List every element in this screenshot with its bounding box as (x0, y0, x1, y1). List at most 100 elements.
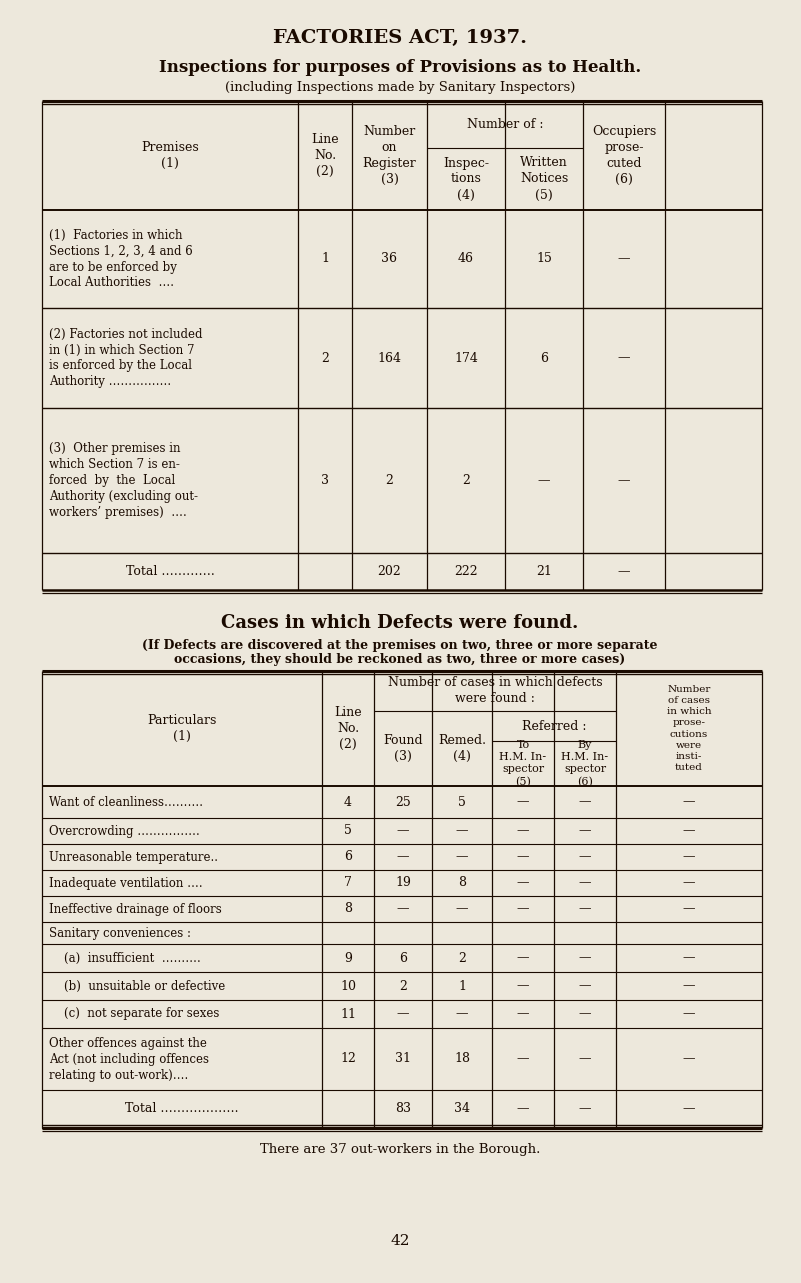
Text: 36: 36 (381, 253, 397, 266)
Text: (2) Factories not included
in (1) in which Section 7
is enforced by the Local
Au: (2) Factories not included in (1) in whi… (49, 327, 203, 389)
Text: 2: 2 (321, 352, 329, 364)
Text: Occupiers
prose-
cuted
(6): Occupiers prose- cuted (6) (592, 124, 656, 186)
Text: 1: 1 (458, 979, 466, 993)
Text: 21: 21 (536, 565, 552, 579)
Text: Inspections for purposes of Provisions as to Health.: Inspections for purposes of Provisions a… (159, 59, 641, 76)
Text: —: — (682, 979, 695, 993)
Text: —: — (618, 352, 630, 364)
Text: Remed.
(4): Remed. (4) (438, 734, 486, 763)
Text: 8: 8 (458, 876, 466, 889)
Text: Total ………….: Total …………. (126, 565, 215, 579)
Text: 9: 9 (344, 952, 352, 965)
Text: —: — (517, 851, 529, 863)
Text: (1)  Factories in which
Sections 1, 2, 3, 4 and 6
are to be enforced by
Local Au: (1) Factories in which Sections 1, 2, 3,… (49, 228, 193, 290)
Text: 83: 83 (395, 1102, 411, 1115)
Text: —: — (517, 979, 529, 993)
Text: 34: 34 (454, 1102, 470, 1115)
Text: Number of :: Number of : (467, 118, 543, 131)
Text: (a)  insufficient  ……….: (a) insufficient ………. (49, 952, 201, 965)
Text: —: — (682, 851, 695, 863)
Text: —: — (682, 1102, 695, 1115)
Text: —: — (396, 902, 409, 916)
Text: —: — (579, 979, 591, 993)
Text: (If Defects are discovered at the premises on two, three or more separate: (If Defects are discovered at the premis… (143, 639, 658, 652)
Text: —: — (517, 825, 529, 838)
Text: 3: 3 (321, 473, 329, 488)
Text: —: — (618, 473, 630, 488)
Text: 164: 164 (377, 352, 401, 364)
Text: Referred :: Referred : (521, 720, 586, 733)
Text: Number of cases in which defects
were found :: Number of cases in which defects were fo… (388, 676, 602, 706)
Text: 4: 4 (344, 795, 352, 808)
Text: 5: 5 (344, 825, 352, 838)
Text: 18: 18 (454, 1052, 470, 1065)
Text: —: — (579, 795, 591, 808)
Text: Overcrowding …………….: Overcrowding ……………. (49, 825, 199, 838)
Text: 2: 2 (462, 473, 470, 488)
Text: 10: 10 (340, 979, 356, 993)
Text: 2: 2 (399, 979, 407, 993)
Text: Line
No.
(2): Line No. (2) (334, 706, 362, 751)
Text: —: — (456, 851, 469, 863)
Text: Particulars
(1): Particulars (1) (147, 715, 217, 743)
Text: Ineffective drainage of floors: Ineffective drainage of floors (49, 902, 222, 916)
Text: FACTORIES ACT, 1937.: FACTORIES ACT, 1937. (273, 30, 527, 47)
Text: —: — (579, 1007, 591, 1020)
Text: —: — (517, 952, 529, 965)
Text: —: — (682, 795, 695, 808)
Text: Sanitary conveniences :: Sanitary conveniences : (49, 926, 191, 939)
Text: —: — (579, 952, 591, 965)
Text: Want of cleanliness……….: Want of cleanliness………. (49, 795, 203, 808)
Text: —: — (456, 1007, 469, 1020)
Text: Unreasonable temperature..: Unreasonable temperature.. (49, 851, 218, 863)
Text: 6: 6 (344, 851, 352, 863)
Text: (3)  Other premises in
which Section 7 is en-
forced  by  the  Local
Authority (: (3) Other premises in which Section 7 is… (49, 443, 198, 520)
Text: —: — (579, 876, 591, 889)
Text: (c)  not separate for sexes: (c) not separate for sexes (49, 1007, 219, 1020)
Text: —: — (396, 851, 409, 863)
Text: Inadequate ventilation ….: Inadequate ventilation …. (49, 876, 203, 889)
Text: —: — (579, 851, 591, 863)
Text: Number
of cases
in which
prose-
cutions
were
insti-
tuted: Number of cases in which prose- cutions … (666, 685, 711, 772)
Text: 1: 1 (321, 253, 329, 266)
Text: 25: 25 (395, 795, 411, 808)
Text: Total ……………….: Total ………………. (125, 1102, 239, 1115)
Text: 222: 222 (454, 565, 478, 579)
Text: 12: 12 (340, 1052, 356, 1065)
Text: —: — (579, 825, 591, 838)
Text: 7: 7 (344, 876, 352, 889)
Text: —: — (456, 825, 469, 838)
Text: —: — (682, 825, 695, 838)
Text: 6: 6 (540, 352, 548, 364)
Text: —: — (517, 902, 529, 916)
Text: There are 37 out-workers in the Borough.: There are 37 out-workers in the Borough. (260, 1143, 540, 1156)
Text: To
H.M. In-
spector
(5): To H.M. In- spector (5) (500, 740, 546, 788)
Text: Written
Notices
(5): Written Notices (5) (520, 157, 568, 201)
Text: 42: 42 (390, 1234, 410, 1248)
Text: Number
on
Register
(3): Number on Register (3) (363, 124, 417, 186)
Text: —: — (579, 1102, 591, 1115)
Text: 2: 2 (385, 473, 393, 488)
Text: 19: 19 (395, 876, 411, 889)
Text: Line
No.
(2): Line No. (2) (311, 133, 339, 178)
Text: —: — (517, 1052, 529, 1065)
Text: 5: 5 (458, 795, 466, 808)
Text: —: — (618, 565, 630, 579)
Text: Premises
(1): Premises (1) (141, 141, 199, 171)
Text: Other offences against the
Act (not including offences
relating to out-work)….: Other offences against the Act (not incl… (49, 1037, 209, 1082)
Text: —: — (579, 902, 591, 916)
Text: (b)  unsuitable or defective: (b) unsuitable or defective (49, 979, 225, 993)
Text: —: — (517, 876, 529, 889)
Text: 174: 174 (454, 352, 478, 364)
Text: —: — (396, 825, 409, 838)
Text: —: — (579, 1052, 591, 1065)
Text: Cases in which Defects were found.: Cases in which Defects were found. (221, 615, 578, 633)
Text: 8: 8 (344, 902, 352, 916)
Text: —: — (517, 795, 529, 808)
Text: —: — (396, 1007, 409, 1020)
Text: (including Inspections made by Sanitary Inspectors): (including Inspections made by Sanitary … (225, 81, 575, 94)
Text: 11: 11 (340, 1007, 356, 1020)
Text: —: — (537, 473, 550, 488)
Text: By
H.M. In-
spector
(6): By H.M. In- spector (6) (562, 740, 609, 788)
Text: 6: 6 (399, 952, 407, 965)
